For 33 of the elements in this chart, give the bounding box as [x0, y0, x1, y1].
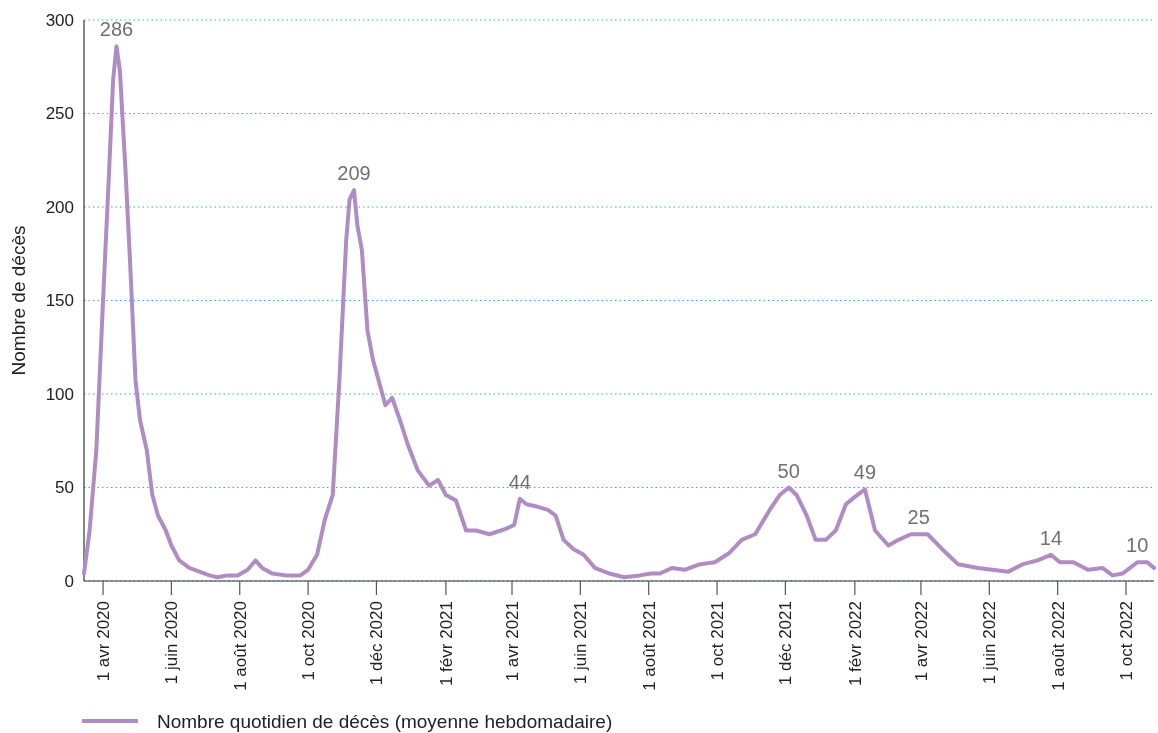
annotation: 14 [1039, 526, 1063, 549]
x-tick-label: 1 oct 2022 [1116, 601, 1136, 681]
x-tick-label: 1 août 2020 [230, 601, 250, 691]
x-tick-label: 1 déc 2021 [776, 601, 796, 686]
x-tick-label: 1 avr 2022 [911, 601, 931, 682]
x-tick-label: 1 juin 2021 [571, 601, 591, 685]
y-tick-label: 300 [45, 10, 74, 30]
y-tick-label: 50 [55, 478, 74, 498]
x-tick-label: 1 oct 2020 [299, 601, 319, 681]
x-tick-label: 1 févr 2021 [436, 601, 456, 687]
x-tick-label: 1 août 2022 [1048, 601, 1068, 691]
x-tick-label: 1 août 2021 [639, 601, 659, 691]
annotation: 209 [337, 162, 371, 185]
y-tick-label: 0 [64, 571, 74, 591]
x-tick-label: 1 juin 2022 [980, 601, 1000, 685]
annotation: 25 [907, 506, 930, 529]
y-tick-label: 150 [45, 291, 74, 311]
annotation: 49 [853, 461, 877, 484]
y-tick-label: 100 [45, 384, 74, 404]
annotation: 286 [99, 18, 134, 41]
annotation: 44 [508, 470, 531, 493]
x-tick-label: 1 févr 2022 [845, 601, 865, 687]
y-tick-label: 250 [45, 104, 74, 124]
x-tick-label: 1 déc 2020 [367, 601, 387, 686]
y-tick-label: 200 [45, 197, 74, 217]
annotation: 50 [777, 459, 800, 482]
y-axis-title: Nombre de décès [7, 225, 29, 376]
annotation: 10 [1126, 534, 1149, 557]
x-tick-label: 1 oct 2021 [707, 601, 727, 681]
legend-label: Nombre quotidien de décès (moyenne hebdomadaire) [157, 710, 613, 732]
x-tick-label: 1 avr 2020 [94, 601, 113, 682]
x-tick-label: 1 avr 2021 [502, 601, 522, 682]
x-tick-label: 1 juin 2020 [162, 601, 182, 685]
